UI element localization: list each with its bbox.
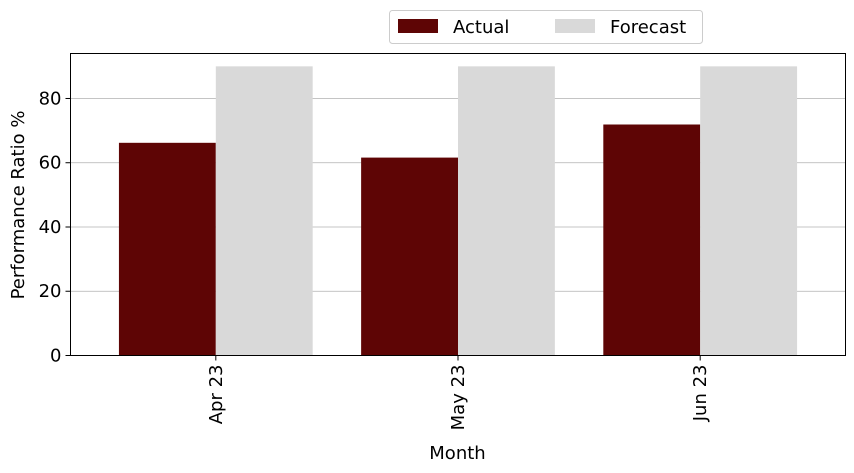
legend-swatch-forecast [555,19,595,33]
bar-actual-may-23 [361,157,458,356]
bar-forecast-may-23 [458,66,555,356]
y-tick-label: 40 [39,217,62,238]
y-tick-label: 80 [39,88,62,109]
y-axis-label: Performance Ratio % [8,111,29,300]
bar-actual-jun-23 [603,124,701,356]
x-tick-label: May 23 [448,365,469,431]
legend-label-forecast: Forecast [610,17,686,38]
legend: Actual Forecast [389,10,703,44]
x-tick-label: Apr 23 [206,365,227,425]
y-tick-label: 60 [39,153,62,174]
x-axis: Apr 23 May 23 Jun 23 [206,355,711,431]
legend-frame [389,10,703,44]
y-tick-label: 0 [50,346,61,367]
bar-forecast-jun-23 [700,66,798,356]
bar-forecast-apr-23 [215,66,313,356]
x-tick-label: Jun 23 [690,365,711,423]
bars [118,66,798,356]
x-axis-label: Month [429,443,485,464]
y-axis: 0 20 40 60 80 [39,88,71,367]
legend-label-actual: Actual [453,17,509,38]
legend-swatch-actual [398,19,438,33]
y-tick-label: 20 [39,281,62,302]
bar-actual-apr-23 [118,142,216,356]
